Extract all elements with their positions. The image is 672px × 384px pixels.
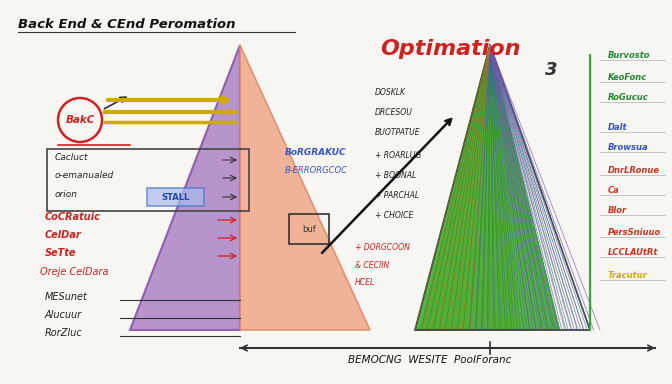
Text: Optimation: Optimation bbox=[380, 39, 521, 59]
Polygon shape bbox=[130, 45, 240, 330]
Polygon shape bbox=[415, 45, 560, 330]
Text: STALL: STALL bbox=[161, 192, 189, 202]
Polygon shape bbox=[420, 45, 520, 330]
Text: Blor: Blor bbox=[608, 206, 627, 215]
Text: 3: 3 bbox=[545, 61, 558, 79]
Text: DRCESOU: DRCESOU bbox=[375, 108, 413, 117]
Text: RorZluc: RorZluc bbox=[45, 328, 83, 338]
Text: Oreje CelDara: Oreje CelDara bbox=[40, 267, 108, 277]
Text: Burvosto: Burvosto bbox=[608, 51, 650, 60]
Text: BEMOCNG  WESITE  PooIForanc: BEMOCNG WESITE PooIForanc bbox=[348, 355, 511, 365]
Text: Alucuur: Alucuur bbox=[45, 310, 82, 320]
Text: + CHOICE: + CHOICE bbox=[375, 211, 413, 220]
Text: SeTte: SeTte bbox=[45, 248, 77, 258]
Text: Dalt: Dalt bbox=[608, 123, 628, 132]
Text: BUOTPATUE: BUOTPATUE bbox=[375, 128, 421, 137]
Text: DnrLRonue: DnrLRonue bbox=[608, 166, 660, 175]
Text: B-ERRORGCOC: B-ERRORGCOC bbox=[285, 166, 348, 175]
Text: o-emanualed: o-emanualed bbox=[55, 171, 114, 180]
Text: buf: buf bbox=[302, 225, 316, 233]
Text: RoGucuc: RoGucuc bbox=[608, 93, 648, 102]
Text: + PARCHAL: + PARCHAL bbox=[375, 191, 419, 200]
Text: KeoFonc: KeoFonc bbox=[608, 73, 647, 82]
Text: orion: orion bbox=[55, 190, 78, 199]
Text: Tracutur: Tracutur bbox=[608, 271, 648, 280]
Text: BakC: BakC bbox=[65, 115, 95, 125]
Text: + BOONAL: + BOONAL bbox=[375, 171, 416, 180]
Text: Cacluct: Cacluct bbox=[55, 153, 89, 162]
FancyBboxPatch shape bbox=[147, 188, 204, 206]
Text: CoCRatuic: CoCRatuic bbox=[45, 212, 101, 222]
Text: LCCLAUtRt: LCCLAUtRt bbox=[608, 248, 659, 257]
Text: + DORGCOON: + DORGCOON bbox=[355, 243, 410, 252]
Text: HCEL: HCEL bbox=[355, 278, 375, 287]
Text: BoRGRAKUC: BoRGRAKUC bbox=[285, 148, 347, 157]
Text: CelDar: CelDar bbox=[45, 230, 81, 240]
Text: Back End & CEnd Peromation: Back End & CEnd Peromation bbox=[18, 18, 235, 31]
Text: MESunet: MESunet bbox=[45, 292, 88, 302]
Text: Browsua: Browsua bbox=[608, 143, 648, 152]
Text: PersSniuuo: PersSniuuo bbox=[608, 228, 661, 237]
Text: & CECIIN: & CECIIN bbox=[355, 261, 389, 270]
Text: Ca: Ca bbox=[608, 186, 620, 195]
Polygon shape bbox=[240, 45, 370, 330]
Text: DOSKLK: DOSKLK bbox=[375, 88, 406, 97]
Text: + ROARLUG: + ROARLUG bbox=[375, 151, 421, 160]
